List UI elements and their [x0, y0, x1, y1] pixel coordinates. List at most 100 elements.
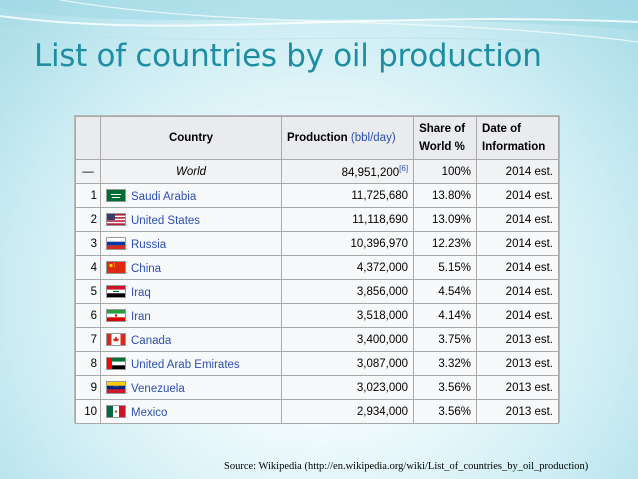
date-cell: 2013 est. [476, 327, 559, 352]
rank-cell: 7 [75, 327, 101, 352]
date-cell: 2013 est. [476, 375, 559, 400]
share-cell: 3.32% [413, 351, 478, 376]
country-cell: China [100, 255, 282, 280]
table-header-row: Country Production (bbl/day) Share of Wo… [75, 116, 559, 160]
country-link[interactable]: Canada [131, 334, 172, 347]
table-row: 9 Venezuela 3,023,000 3.56% 2013 est. [75, 375, 559, 400]
world-production-value: 84,951,200 [341, 166, 400, 179]
production-unit-label: (bbl/day) [350, 132, 396, 144]
date-cell: 2014 est. [476, 279, 559, 304]
date-header-line2: Information [482, 141, 546, 153]
country-cell: Venezuela [100, 375, 282, 400]
date-cell: 2013 est. [476, 351, 559, 376]
production-header-label: Production [287, 132, 348, 144]
share-cell: 3.56% [413, 399, 478, 424]
world-production: 84,951,200[6] [280, 159, 415, 184]
country-cell: Canada [100, 327, 282, 352]
production-cell: 3,518,000 [280, 303, 415, 328]
world-label: World [100, 159, 282, 184]
country-link[interactable]: Iran [131, 310, 151, 323]
production-cell: 3,400,000 [280, 327, 415, 352]
date-header-line1: Date of [482, 123, 521, 135]
rank-cell: 9 [75, 375, 101, 400]
china-flag-icon [106, 260, 126, 274]
production-cell: 2,934,000 [280, 399, 415, 424]
rank-column-header [75, 116, 101, 160]
production-cell: 11,118,690 [280, 207, 415, 232]
country-link[interactable]: Russia [131, 238, 167, 251]
production-cell: 11,725,680 [280, 183, 415, 208]
production-cell: 4,372,000 [280, 255, 415, 280]
date-cell: 2014 est. [476, 207, 559, 232]
date-cell: 2013 est. [476, 399, 559, 424]
rank-cell: 4 [75, 255, 101, 280]
production-cell: 3,087,000 [280, 351, 415, 376]
table-row: 3 Russia 10,396,970 12.23% 2014 est. [75, 231, 559, 256]
table-row: 1 Saudi Arabia 11,725,680 13.80% 2014 est. [75, 183, 559, 208]
rank-cell: 3 [75, 231, 101, 256]
table-row: 8 United Arab Emirates 3,087,000 3.32% 2013 … [75, 351, 559, 376]
country-column-header[interactable]: Country [100, 116, 282, 160]
share-cell: 3.75% [413, 327, 478, 352]
rank-cell: 5 [75, 279, 101, 304]
share-cell: 13.80% [413, 183, 478, 208]
country-link[interactable]: United Arab Emirates [131, 358, 240, 371]
country-cell: Saudi Arabia [100, 183, 282, 208]
russia-flag-icon [106, 236, 126, 250]
rank-cell: 6 [75, 303, 101, 328]
share-cell: 13.09% [413, 207, 478, 232]
share-cell: 12.23% [413, 231, 478, 256]
united-states-flag-icon [106, 212, 126, 226]
table-row: 6 Iran 3,518,000 4.14% 2014 est. [75, 303, 559, 328]
share-header-line2: World % [419, 141, 465, 153]
country-link[interactable]: China [131, 262, 162, 275]
share-cell: 3.56% [413, 375, 478, 400]
date-cell: 2014 est. [476, 303, 559, 328]
share-cell: 4.14% [413, 303, 478, 328]
country-cell: Mexico [100, 399, 282, 424]
mexico-flag-icon [106, 404, 126, 418]
world-reference-link[interactable]: [6] [399, 164, 409, 174]
share-header-line1: Share of [419, 123, 466, 135]
decorative-swoosh [0, 0, 638, 51]
production-cell: 10,396,970 [280, 231, 415, 256]
world-rank: — [75, 159, 101, 184]
country-link[interactable]: United States [131, 214, 201, 227]
country-link[interactable]: Venezuela [131, 382, 185, 395]
country-link[interactable]: Mexico [131, 406, 168, 419]
country-cell: United States [100, 207, 282, 232]
country-cell: United Arab Emirates [100, 351, 282, 376]
uae-flag-icon [106, 356, 126, 370]
rank-cell: 8 [75, 351, 101, 376]
production-cell: 3,023,000 [280, 375, 415, 400]
world-row: — World 84,951,200[6] 100% 2014 est. [75, 159, 559, 184]
table-row: 7 Canada 3,400,000 3.75% 2013 est. [75, 327, 559, 352]
rank-cell: 1 [75, 183, 101, 208]
date-column-header[interactable]: Date of Information [476, 116, 559, 160]
country-link[interactable]: Saudi Arabia [131, 190, 197, 203]
date-cell: 2014 est. [476, 231, 559, 256]
country-cell: Iran [100, 303, 282, 328]
share-cell: 5.15% [413, 255, 478, 280]
canada-flag-icon [106, 332, 126, 346]
country-cell: Russia [100, 231, 282, 256]
oil-production-table: Country Production (bbl/day) Share of Wo… [74, 115, 560, 424]
table-row: 10 Mexico 2,934,000 3.56% 2013 est. [75, 399, 559, 424]
production-cell: 3,856,000 [280, 279, 415, 304]
date-cell: 2014 est. [476, 255, 559, 280]
rank-cell: 10 [75, 399, 101, 424]
share-cell: 4.54% [413, 279, 478, 304]
rank-cell: 2 [75, 207, 101, 232]
country-link[interactable]: Iraq [131, 286, 151, 299]
production-column-header[interactable]: Production (bbl/day) [280, 116, 415, 160]
world-date: 2014 est. [476, 159, 559, 184]
table-row: 5 Iraq 3,856,000 4.54% 2014 est. [75, 279, 559, 304]
iran-flag-icon [106, 308, 126, 322]
country-cell: Iraq [100, 279, 282, 304]
venezuela-flag-icon [106, 380, 126, 394]
source-citation: Source: Wikipedia (http://en.wikipedia.o… [224, 461, 589, 472]
table-row: 2 United States 11,118,690 13.09% 2014 est. [75, 207, 559, 232]
share-column-header[interactable]: Share of World % [413, 116, 478, 160]
date-cell: 2014 est. [476, 183, 559, 208]
world-share: 100% [413, 159, 478, 184]
